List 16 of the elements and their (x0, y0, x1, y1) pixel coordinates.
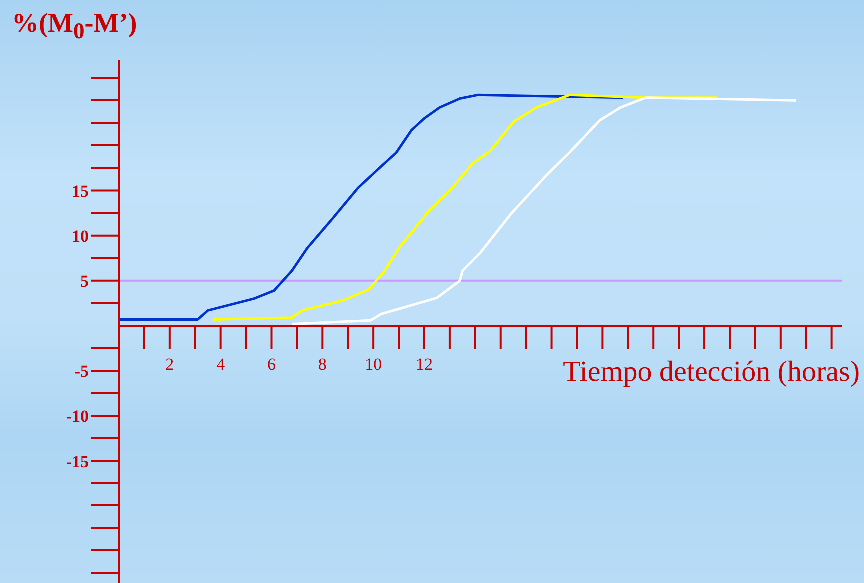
x-axis-title: Tiempo detección (horas) (563, 356, 860, 389)
x-tick-label: 10 (365, 355, 382, 374)
y-tick-label: 10 (72, 226, 89, 246)
x-tick-label: 4 (216, 355, 226, 374)
y-tick-label: 5 (80, 272, 89, 291)
y-tick-label: 15 (72, 182, 89, 201)
y-tick-label: -10 (66, 407, 89, 426)
x-tick-label: 2 (166, 355, 174, 374)
x-tick-label: 12 (416, 355, 433, 374)
line-series (290, 96, 798, 326)
y-tick-label: -5 (74, 362, 89, 382)
y-tick-label: -15 (66, 452, 89, 472)
line-series (119, 94, 624, 321)
x-tick-label: 6 (267, 355, 276, 374)
y-axis-title: %(M$_{0}$-M’) (12, 8, 138, 44)
x-tick-label: 8 (318, 355, 327, 374)
